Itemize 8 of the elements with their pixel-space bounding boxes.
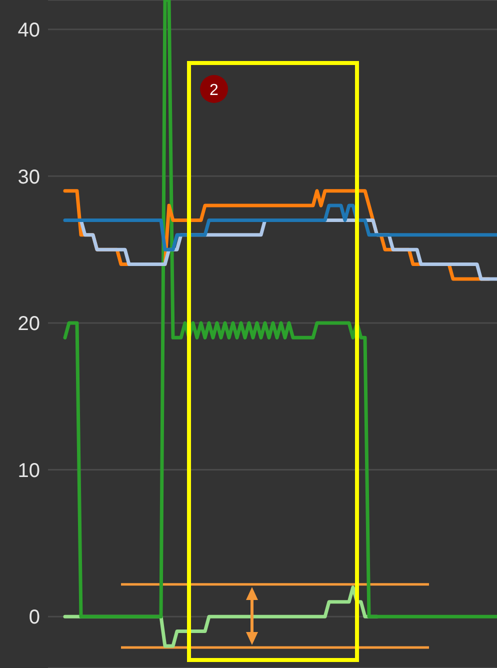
line-series	[63, 204, 497, 252]
y-tick-label: 0	[28, 606, 40, 629]
y-tick-label: 20	[18, 313, 40, 336]
annotation: 2	[210, 82, 219, 99]
y-tick-label: 10	[18, 460, 40, 482]
line-series	[63, 0, 497, 618]
y-tick-label: 40	[18, 19, 40, 42]
y-tick-label: 30	[18, 166, 40, 188]
